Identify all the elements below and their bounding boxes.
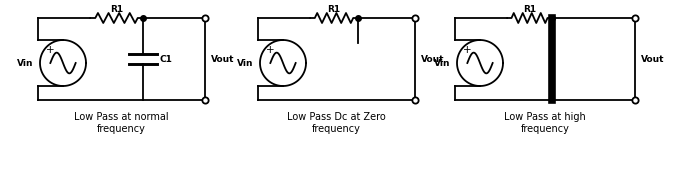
Text: Vin: Vin bbox=[16, 58, 33, 68]
Text: Low Pass Dc at Zero
frequency: Low Pass Dc at Zero frequency bbox=[287, 112, 386, 134]
Text: Vout: Vout bbox=[211, 54, 234, 64]
Text: C1: C1 bbox=[160, 54, 173, 64]
Text: R1: R1 bbox=[523, 5, 536, 14]
Text: +: + bbox=[46, 45, 54, 55]
Text: Vout: Vout bbox=[421, 54, 445, 64]
Text: +: + bbox=[266, 45, 274, 55]
Text: Vin: Vin bbox=[236, 58, 253, 68]
Text: Vin: Vin bbox=[434, 58, 450, 68]
Text: Low Pass at high
frequency: Low Pass at high frequency bbox=[504, 112, 586, 134]
Text: +: + bbox=[463, 45, 472, 55]
Text: Low Pass at normal
frequency: Low Pass at normal frequency bbox=[74, 112, 169, 134]
Text: R1: R1 bbox=[328, 5, 340, 14]
Text: R1: R1 bbox=[110, 5, 123, 14]
Text: Vout: Vout bbox=[641, 54, 665, 64]
